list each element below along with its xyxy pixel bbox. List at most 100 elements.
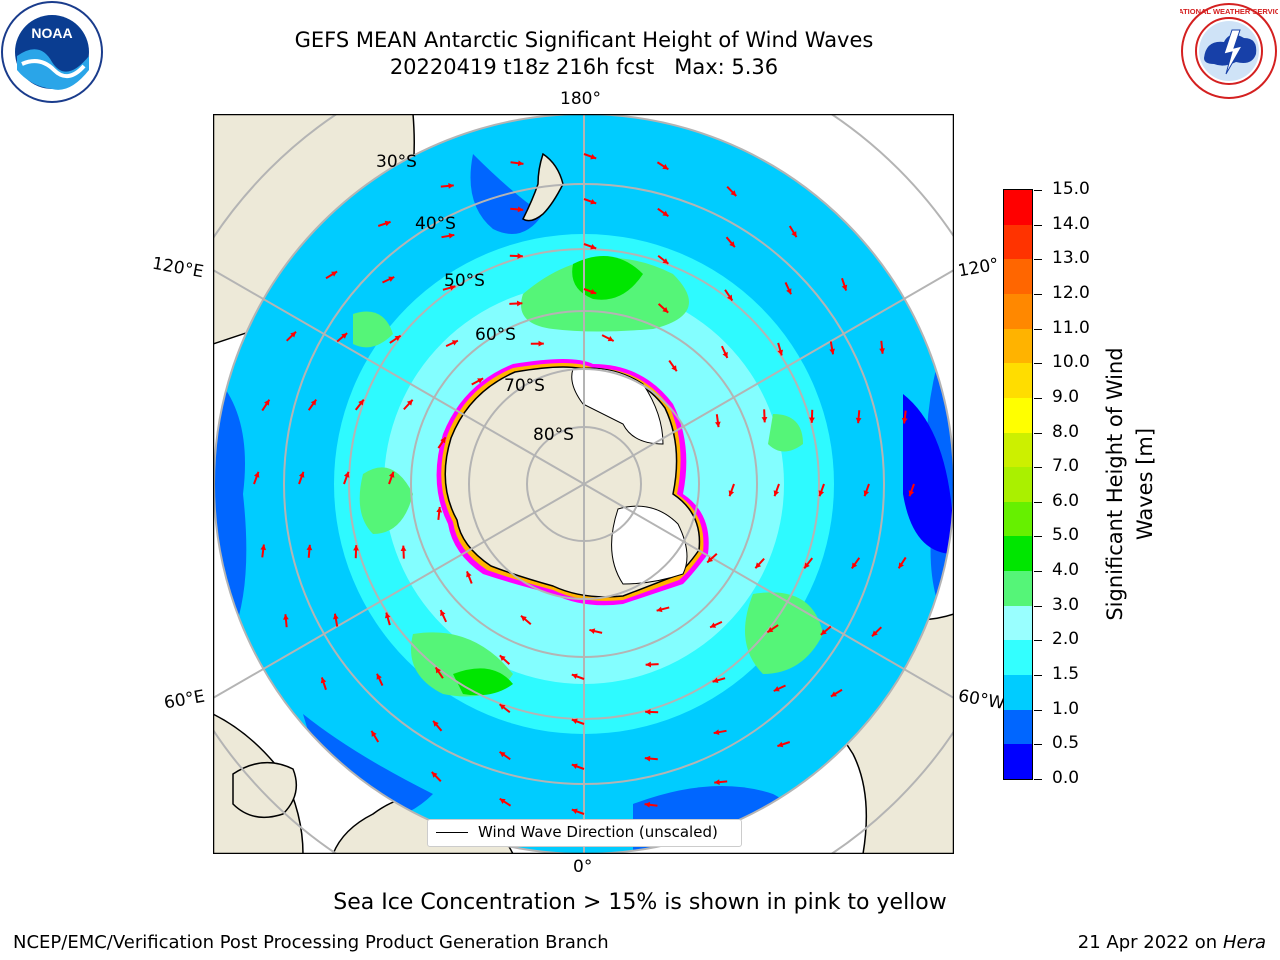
- wind-wave-arrows: [253, 153, 915, 815]
- wave-arrow-head: [388, 471, 395, 478]
- wave-arrow-head: [384, 220, 391, 227]
- wave-arrow-head: [253, 471, 260, 478]
- colorbar-tick: [1034, 779, 1042, 780]
- lon-label-upper-right: 120°: [956, 254, 1001, 282]
- map-legend: Wind Wave Direction (unscaled): [427, 819, 742, 847]
- lon-label-top: 180°: [560, 89, 601, 109]
- lon-grid: [213, 114, 954, 854]
- wave-arrow-head: [310, 399, 317, 406]
- wave-arrow-head: [901, 417, 908, 424]
- wave-arrow-head: [298, 471, 305, 478]
- wave-arrow-head: [433, 720, 439, 727]
- colorbar-title: Significant Height of Wind Waves [m]: [1103, 347, 1157, 621]
- colorbar-tick-label: 8.0: [1052, 421, 1080, 442]
- wave-arrow-head: [260, 544, 267, 551]
- chart-subtitle: 20220419 t18z 216h fcst Max: 5.36: [389, 55, 779, 79]
- wave-arrow-head: [499, 655, 506, 662]
- wave-arrow-head: [394, 335, 401, 341]
- wave-arrow-head: [358, 399, 364, 406]
- wave-arrow-head: [448, 183, 454, 189]
- colorbar-segment: [1004, 709, 1032, 745]
- wave-arrow-head: [448, 233, 455, 239]
- colorbar-segment: [1004, 501, 1032, 537]
- colorbar-segment: [1004, 466, 1032, 502]
- wave-arrow-head: [499, 704, 506, 710]
- colorbar-tick: [1034, 259, 1042, 261]
- colorbar-tick: [1034, 224, 1042, 226]
- wave-arrow-head: [499, 751, 506, 758]
- colorbar-tick-label: 3.0: [1052, 594, 1080, 615]
- wave-arrow-head: [728, 490, 735, 497]
- wave-arrow-head: [343, 471, 350, 478]
- colorbar-tick: [1034, 293, 1042, 295]
- sea-ice-caption: Sea Ice Concentration > 15% is shown in …: [333, 890, 947, 915]
- colorbar-tick-label: 11.0: [1052, 317, 1090, 338]
- wave-arrow-head: [388, 276, 395, 282]
- lon-label-lower-left: 60°E: [162, 686, 207, 714]
- wave-arrow-head: [571, 808, 578, 815]
- wave-arrow-head: [590, 288, 597, 295]
- wave-arrow-head: [851, 562, 858, 569]
- wave-arrow-head: [306, 544, 313, 551]
- lat-label-30s: 30°S: [376, 152, 417, 172]
- wave-arrow-head: [662, 210, 669, 217]
- wave-arrow-head: [644, 801, 651, 808]
- wave-arrow-head: [517, 206, 524, 213]
- wave-arrow-head: [333, 613, 339, 620]
- footer-date-text: 21 Apr 2022 on: [1077, 932, 1223, 953]
- wave-arrow-head: [707, 556, 714, 563]
- wave-arrow-head: [520, 615, 527, 622]
- legend-line-sample: [436, 832, 468, 833]
- wave-arrow-head: [451, 340, 458, 346]
- polar-map: [213, 114, 954, 854]
- colorbar-segment: [1004, 397, 1032, 433]
- antarctica: [436, 359, 709, 606]
- wave-arrow-head: [908, 490, 915, 497]
- colorbar-segment: [1004, 570, 1032, 606]
- wave-arrow-head: [538, 340, 544, 347]
- wave-arrow-head: [353, 545, 359, 551]
- colorbar-tick: [1034, 675, 1042, 677]
- colorbar-tick-label: 1.0: [1052, 698, 1080, 719]
- wave-arrow-head: [786, 288, 792, 295]
- colorbar-tick-label: 0.5: [1052, 733, 1080, 754]
- noaa-logo: NOAA: [1, 1, 103, 103]
- wave-arrow-head: [435, 667, 441, 674]
- wave-arrow-head: [440, 437, 446, 444]
- wave-arrow-head: [829, 348, 835, 355]
- lon-label-lower-right: 60°W: [956, 686, 1007, 714]
- footer-date: 21 Apr 2022 on Hera: [1078, 932, 1266, 953]
- wave-arrow-head: [400, 545, 407, 552]
- wave-arrow-head: [761, 416, 768, 423]
- wave-arrow-head: [517, 160, 524, 167]
- wave-arrow-head: [589, 628, 596, 634]
- wave-arrow-head: [406, 399, 413, 406]
- colorbar-tick-label: 7.0: [1052, 456, 1080, 477]
- wave-arrow-head: [371, 730, 377, 737]
- wave-arrow-head: [830, 691, 837, 697]
- wave-arrow-head: [517, 253, 523, 259]
- wave-arrow-head: [863, 490, 870, 497]
- wave-arrow-head: [290, 331, 296, 338]
- wave-arrow-head: [777, 349, 784, 356]
- footer-host: Hera: [1222, 932, 1266, 953]
- wave-arrow-head: [376, 673, 382, 680]
- wave-arrow-head: [710, 622, 717, 628]
- colorbar-tick: [1034, 640, 1042, 642]
- colorbar-tick-label: 2.0: [1052, 629, 1080, 650]
- colorbar-segment: [1004, 640, 1032, 676]
- colorbar-tick-label: 1.5: [1052, 664, 1080, 685]
- wave-arrow-head: [722, 351, 728, 358]
- wave-arrow-head: [571, 673, 578, 680]
- colorbar-tick: [1034, 571, 1042, 573]
- wave-arrow-head: [872, 630, 878, 637]
- wave-arrow-head: [662, 306, 669, 313]
- colorbar-segment: [1004, 744, 1032, 779]
- lon-label-upper-left: 120°E: [150, 253, 206, 283]
- legend-label: Wind Wave Direction (unscaled): [478, 823, 718, 841]
- wave-arrow-head: [590, 243, 597, 250]
- colorbar-segment: [1004, 674, 1032, 710]
- colorbar-tick: [1034, 328, 1042, 330]
- wave-arrow-head: [773, 490, 780, 497]
- wave-arrow-head: [331, 271, 338, 277]
